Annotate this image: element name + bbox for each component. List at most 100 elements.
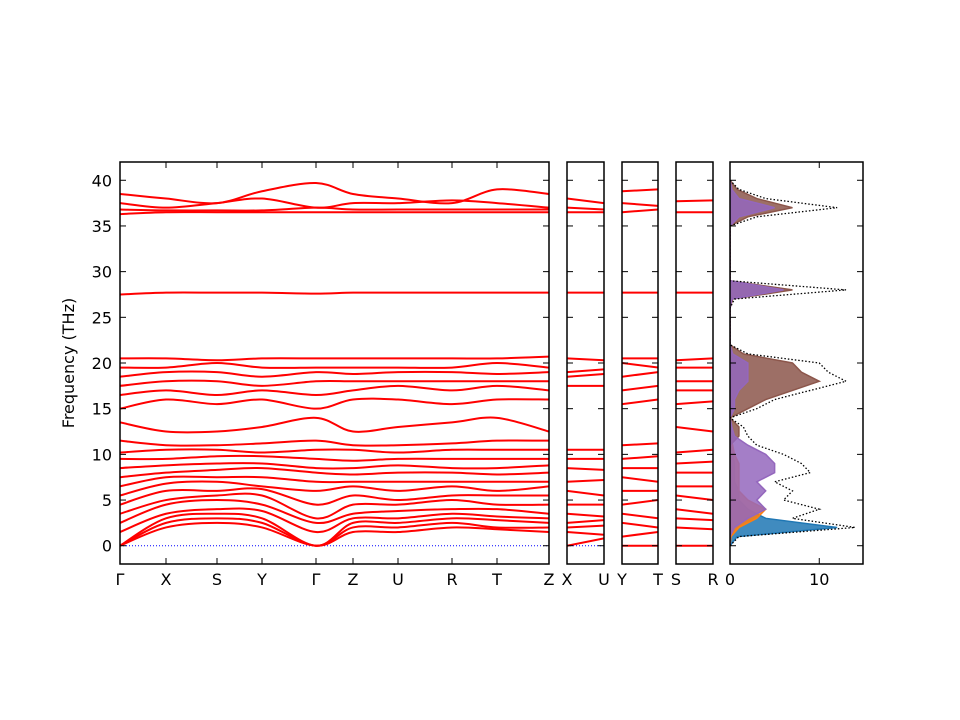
plot-area — [676, 199, 713, 547]
band — [567, 519, 604, 524]
band — [567, 524, 604, 529]
band — [622, 531, 658, 538]
band — [120, 521, 549, 547]
y-tick-label: 40 — [92, 171, 112, 190]
band — [622, 384, 658, 392]
band — [120, 487, 549, 506]
band — [120, 355, 549, 362]
band — [120, 466, 549, 479]
band — [120, 211, 549, 216]
band — [120, 507, 549, 534]
band — [676, 357, 713, 362]
band — [120, 370, 549, 378]
band — [120, 499, 549, 525]
dos-area — [730, 180, 784, 546]
x-tick-label: U — [392, 570, 404, 589]
x-tick-label: U — [598, 570, 610, 589]
y-tick-label: 10 — [92, 445, 112, 464]
band — [567, 197, 604, 205]
x-tick-label: R — [707, 570, 718, 589]
x-tick-label: Γ — [312, 570, 321, 589]
y-tick-label: 30 — [92, 263, 112, 282]
band — [120, 206, 549, 212]
plot-area — [730, 179, 856, 547]
band — [120, 439, 549, 447]
band — [567, 531, 604, 536]
band — [120, 480, 549, 497]
band — [622, 371, 658, 378]
band — [567, 467, 604, 471]
band — [567, 537, 604, 547]
band — [567, 368, 604, 374]
x-tick-label: Y — [256, 570, 267, 589]
x-tick-label: R — [446, 570, 457, 589]
band — [622, 512, 658, 520]
x-tick-label: Z — [348, 570, 359, 589]
band — [622, 398, 658, 406]
dos-line — [730, 179, 856, 547]
band — [676, 494, 713, 502]
band — [622, 202, 658, 207]
band — [120, 454, 549, 462]
band — [567, 489, 604, 497]
y-tick-label: 15 — [92, 400, 112, 419]
band — [676, 199, 713, 203]
band — [676, 425, 713, 433]
x-tick-label: T — [491, 570, 502, 589]
band — [676, 508, 713, 515]
y-tick-label: 0 — [102, 537, 112, 556]
band — [676, 460, 713, 465]
x-tick-label: Γ — [116, 570, 125, 589]
x-tick-label: S — [212, 570, 222, 589]
y-axis-label: Frequency (THz) — [59, 298, 78, 428]
band — [120, 397, 549, 410]
band — [567, 478, 604, 483]
x-tick-label: X — [562, 570, 573, 589]
band — [622, 499, 658, 506]
band — [622, 455, 658, 460]
band — [622, 476, 658, 483]
band — [120, 182, 549, 205]
plot-area — [622, 188, 658, 547]
band — [622, 208, 658, 214]
band — [567, 357, 604, 362]
band — [120, 361, 549, 369]
x-tick-label: 10 — [809, 570, 829, 589]
band — [120, 291, 549, 296]
band — [120, 517, 549, 547]
band — [676, 526, 713, 531]
x-tick-label: X — [161, 570, 172, 589]
band — [120, 512, 549, 547]
band — [622, 442, 658, 447]
y-tick-label: 20 — [92, 354, 112, 373]
band — [622, 521, 658, 529]
band — [567, 512, 604, 518]
y-tick-label: 5 — [102, 491, 112, 510]
plot-area — [567, 197, 604, 547]
dos-area — [730, 179, 822, 546]
x-tick-label: T — [652, 570, 663, 589]
y-tick-label: 25 — [92, 308, 112, 327]
y-tick-label: 35 — [92, 217, 112, 236]
band — [120, 475, 549, 488]
band — [622, 188, 658, 193]
band — [120, 197, 549, 209]
band — [676, 448, 713, 454]
band — [120, 379, 549, 387]
band — [120, 384, 549, 396]
band — [567, 372, 604, 378]
band — [120, 448, 549, 454]
x-tick-label: S — [671, 570, 681, 589]
band — [120, 416, 549, 434]
band — [567, 206, 604, 211]
x-tick-label: Z — [544, 570, 555, 589]
band — [676, 517, 713, 522]
band — [120, 492, 549, 520]
band — [120, 462, 549, 470]
band — [622, 362, 658, 369]
band — [676, 400, 713, 406]
x-tick-label: Y — [616, 570, 627, 589]
plot-area — [120, 182, 549, 547]
x-tick-label: 0 — [725, 570, 735, 589]
